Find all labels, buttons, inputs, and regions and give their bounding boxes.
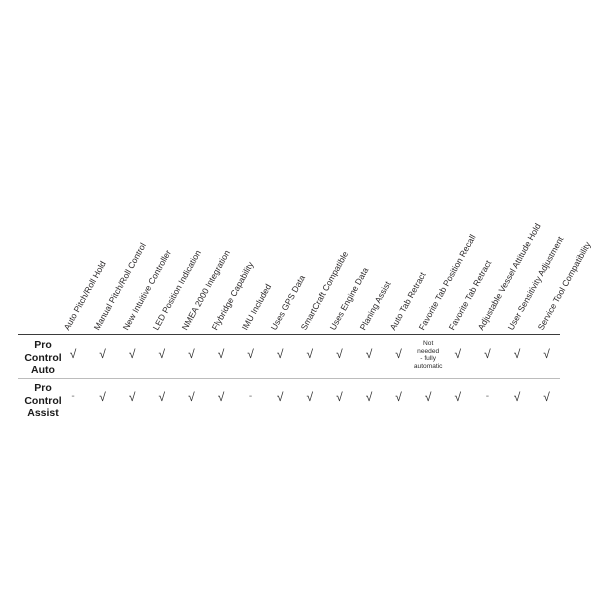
cell-checkmark: √ [365,347,373,361]
cell-checkmark: √ [306,390,314,404]
row-label-line: Pro [34,339,52,351]
cell-checkmark: √ [99,347,106,361]
cell-checkmark: √ [306,347,314,361]
cell-checkmark: √ [188,347,195,361]
cell-checkmark: √ [424,390,432,404]
row-label-pro-control-auto: Pro Control Auto [14,339,72,377]
cell-checkmark: √ [99,390,106,404]
cell-checkmark: √ [158,347,166,361]
cell-checkmark: √ [513,390,521,404]
row-label-line: Assist [27,407,59,420]
cell-checkmark: √ [336,390,343,404]
cell-dash: - [71,391,75,402]
cell-checkmark: √ [128,390,136,404]
row-label-line: Auto [31,364,55,377]
table-row-divider [18,378,560,379]
cell-checkmark: √ [247,347,254,361]
cell-checkmark: √ [395,390,402,404]
cell-checkmark: √ [395,347,402,361]
cell-checkmark: √ [336,347,343,361]
cell-checkmark: √ [128,347,136,361]
cell-checkmark: √ [217,390,225,404]
cell-note-line: automatic [413,362,443,370]
row-label-pro-control-assist: Pro Control Assist [14,382,72,420]
cell-checkmark: √ [276,390,284,404]
cell-note: Not needed - fully automatic [401,340,455,370]
column-header: Planing Assist [357,279,393,333]
cell-dash: - [485,391,490,402]
cell-dash: - [248,391,253,402]
row-label-line: Control [24,394,62,407]
cell-note-line: - fully [420,355,437,363]
cell-checkmark: √ [158,390,166,404]
column-header: User Sensitivity Adjustment [505,235,566,333]
cell-checkmark: √ [365,390,373,404]
cell-checkmark: √ [454,390,462,404]
cell-note-line: Not [423,340,434,347]
cell-checkmark: √ [188,390,195,404]
column-header: Manual Pitch/Roll Control [91,241,148,333]
cell-checkmark: √ [217,347,225,361]
table-top-rule [18,334,560,335]
column-header-band: Auto Pitch/Roll Hold Manual Pitch/Roll Co… [0,190,600,332]
cell-checkmark: √ [276,347,284,361]
cell-checkmark: √ [484,347,491,361]
row-label-line: Control [24,351,62,364]
column-header: IMU Included [239,282,273,333]
cell-checkmark: √ [69,347,77,361]
row-label-line: Pro [34,382,52,394]
cell-checkmark: √ [513,347,521,361]
cell-checkmark: √ [543,390,550,404]
cell-checkmark: √ [543,347,550,361]
cell-note-line: needed [417,347,440,355]
column-header: Favorite Tab Position Recall [416,233,478,333]
cell-checkmark: √ [454,347,462,361]
